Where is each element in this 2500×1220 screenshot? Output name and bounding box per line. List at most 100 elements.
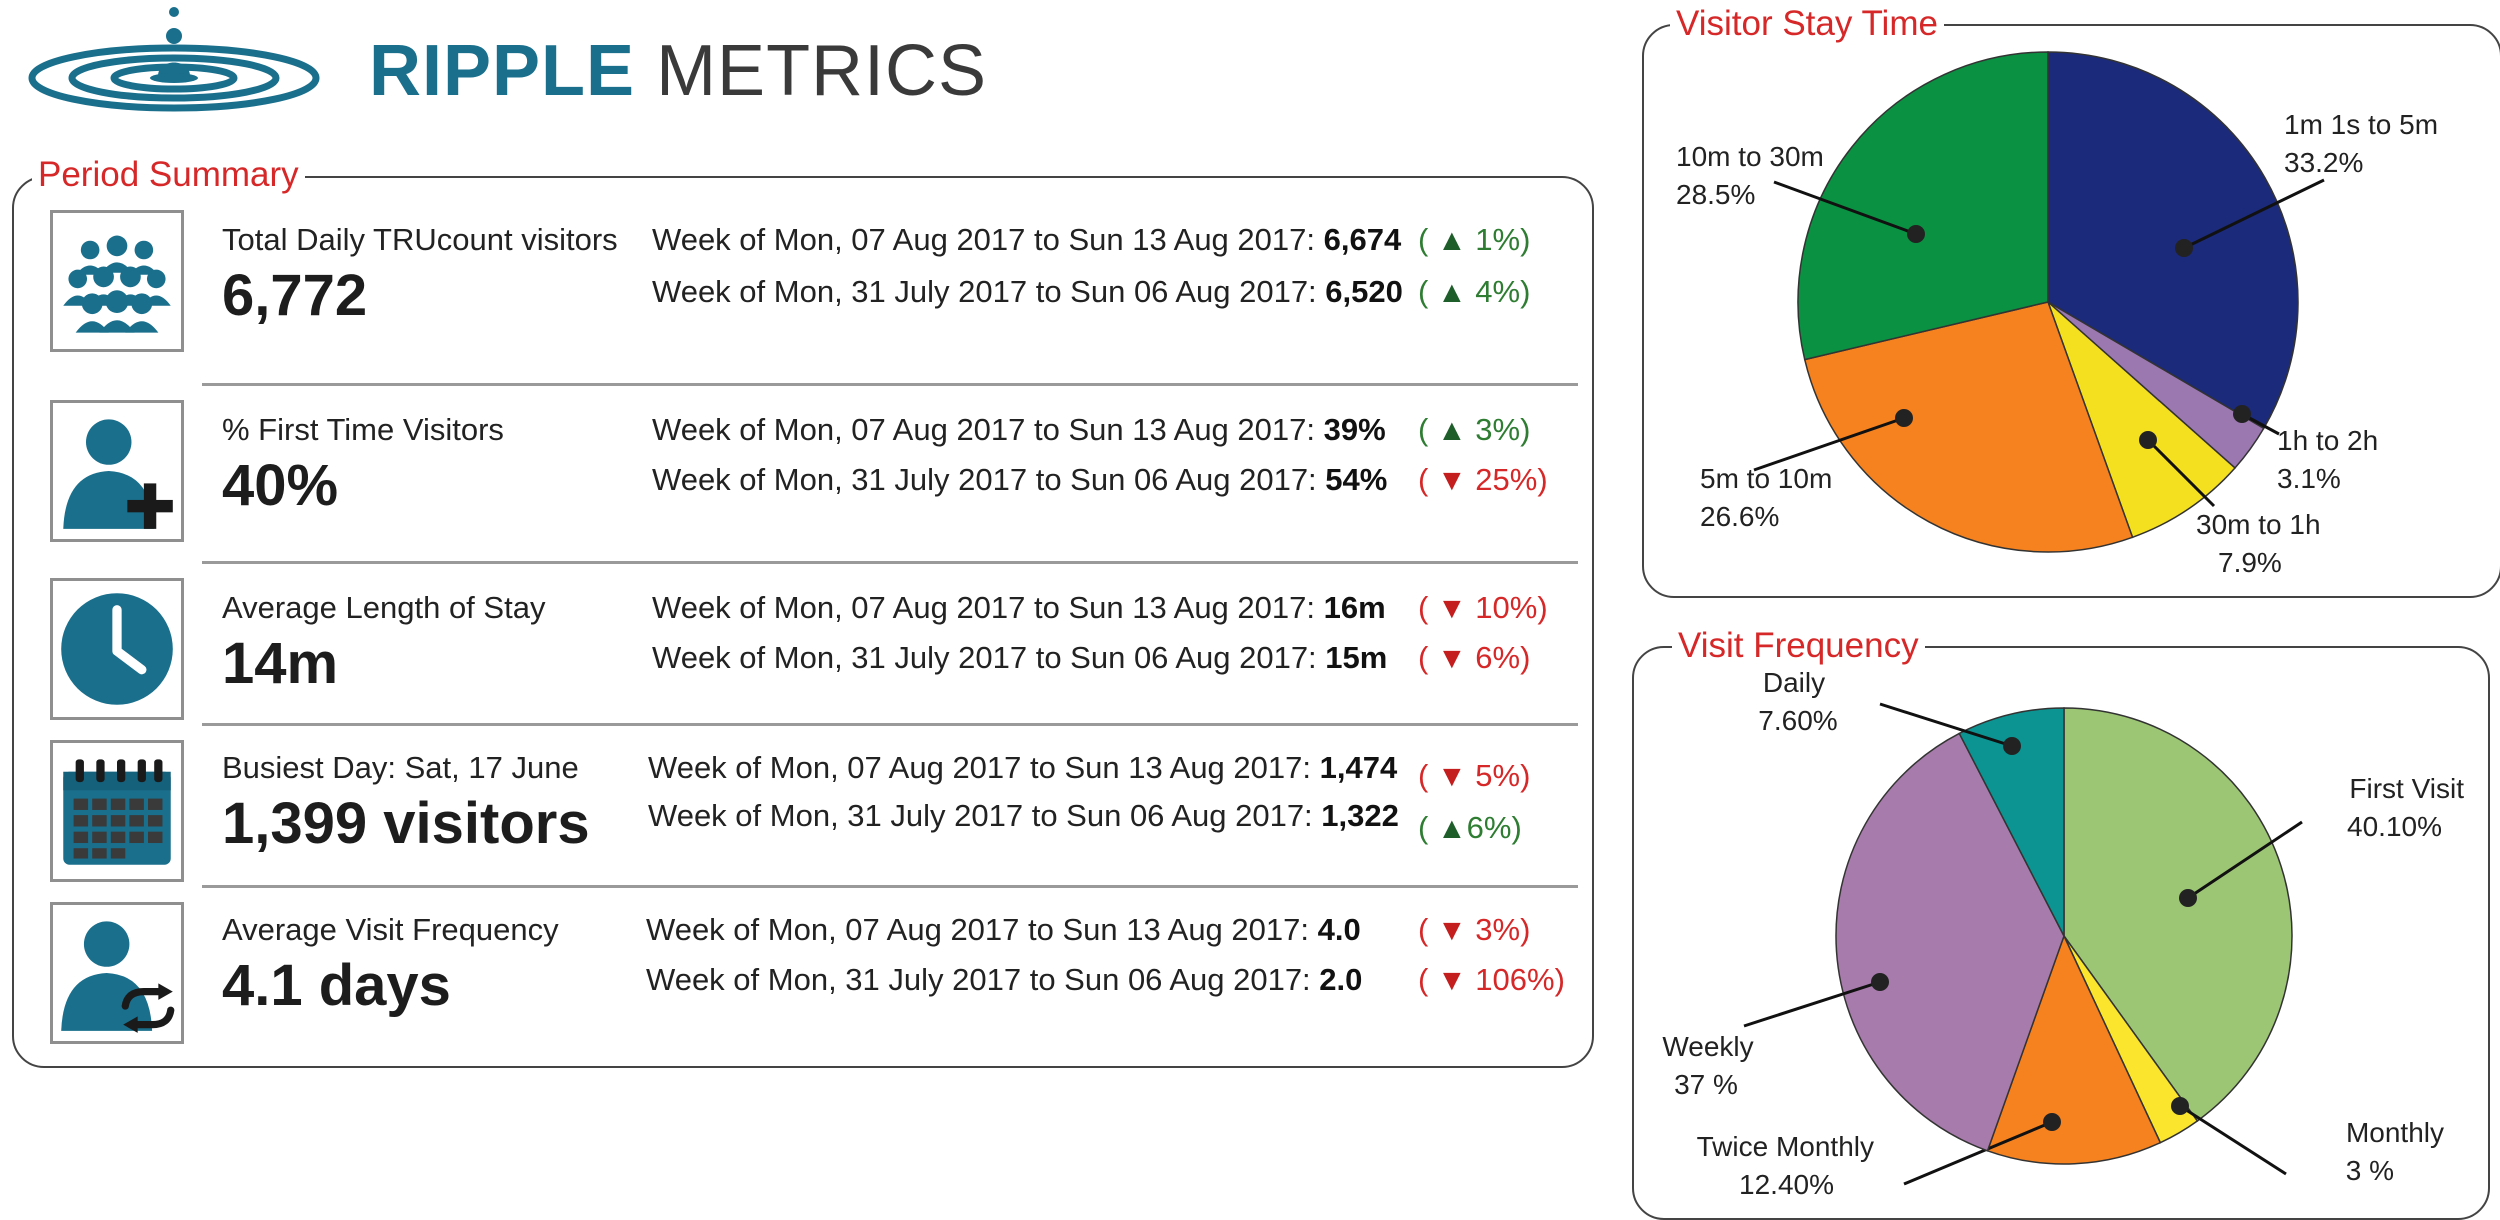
week-value: 1,322	[1321, 798, 1399, 833]
arrow-down-icon: ▼	[1436, 760, 1467, 793]
clock-icon	[50, 578, 184, 720]
visitor-stay-time-pie: 1m 1s to 5m 33.2% 1h to 2h 3.1% 30m to 1h 7.9…	[1676, 51, 2438, 578]
metric-value: 4.1 days	[222, 953, 451, 1018]
metric-row-busiest-day: Busiest Day: Sat, 17 June 1,399 visitors…	[14, 740, 1592, 900]
change-badge: ( ▼ 6%)	[1418, 640, 1531, 675]
week-value: 4.0	[1317, 912, 1361, 947]
leader-line	[1753, 416, 1905, 472]
pie-slice-first-visit	[2063, 707, 2293, 1123]
slice-value-label: 37 %	[1674, 1069, 1738, 1100]
slice-value-label: 26.6%	[1700, 501, 1779, 532]
ripple-logo-icon	[28, 7, 320, 112]
slice-label: First Visit	[2349, 773, 2464, 804]
brand-word-ripple: RIPPLE	[369, 31, 636, 111]
row-divider	[202, 885, 1578, 888]
slice-label: Daily	[1763, 667, 1825, 698]
slice-label: Monthly	[2346, 1117, 2444, 1148]
brand-word-metrics: METRICS	[656, 31, 988, 111]
week-previous: Week of Mon, 31 July 2017 to Sun 06 Aug …	[652, 274, 1403, 309]
user-repeat-icon	[50, 902, 184, 1044]
leader-line	[1773, 180, 1917, 236]
change-badge: ( ▲ 4%)	[1418, 274, 1531, 309]
slice-value-label: 12.40%	[1739, 1169, 1834, 1200]
change-badge: ( ▲ 1%)	[1418, 222, 1531, 257]
slice-value-label: 33.2%	[2284, 147, 2363, 178]
user-add-icon	[50, 400, 184, 542]
week-current: Week of Mon, 07 Aug 2017 to Sun 13 Aug 2…	[646, 912, 1361, 947]
row-divider	[202, 383, 1578, 386]
week-current: Week of Mon, 07 Aug 2017 to Sun 13 Aug 2…	[652, 412, 1386, 447]
slice-value-label: 28.5%	[1676, 179, 1755, 210]
change-badge: ( ▼ 10%)	[1418, 590, 1548, 625]
period-summary-panel: Period Summary Total Daily TRUcount visi…	[12, 155, 1594, 1068]
slice-label: 1h to 2h	[2277, 425, 2378, 456]
week-current: Week of Mon, 07 Aug 2017 to Sun 13 Aug 2…	[652, 222, 1402, 257]
change-badge: ( ▼ 25%)	[1418, 462, 1548, 497]
pie-slice-10m-to-30m	[1797, 51, 2049, 361]
leader-dot	[1907, 225, 1925, 243]
visitor-stay-time-panel: Visitor Stay Time 1m 1s to 5m 33.2% 1h to …	[1642, 4, 2500, 598]
week-value: 1,474	[1319, 750, 1398, 785]
calendar-icon	[50, 740, 184, 882]
metric-row-length-of-stay: Average Length of Stay 14m Week of Mon, …	[14, 578, 1592, 738]
pie-slice-weekly	[1835, 732, 2065, 1152]
leader-dot	[2233, 405, 2251, 423]
leader-dot	[2043, 1113, 2061, 1131]
metric-label: Busiest Day: Sat, 17 June	[222, 750, 579, 785]
leader-line	[1879, 702, 2013, 748]
leader-line	[1743, 980, 1881, 1028]
slice-label: 10m to 30m	[1676, 141, 1824, 172]
change-badge: ( ▲ 3%)	[1418, 412, 1531, 447]
change-badge: ( ▼ 3%)	[1418, 912, 1531, 947]
period-summary-title: Period Summary	[32, 155, 305, 195]
week-current: Week of Mon, 07 Aug 2017 to Sun 13 Aug 2…	[648, 750, 1398, 785]
users-group-icon	[50, 210, 184, 352]
slice-label: 5m to 10m	[1700, 463, 1832, 494]
metric-value: 14m	[222, 631, 339, 696]
slice-value-label: 40.10%	[2347, 811, 2442, 842]
week-previous: Week of Mon, 31 July 2017 to Sun 06 Aug …	[652, 640, 1388, 675]
leader-line	[2179, 1104, 2287, 1176]
metric-value: 40%	[222, 453, 339, 518]
leader-dot	[2171, 1097, 2189, 1115]
metric-row-visit-frequency: Average Visit Frequency 4.1 days Week of…	[14, 902, 1592, 1062]
metric-row-first-time-visitors: % First Time Visitors 40% Week of Mon, 0…	[14, 400, 1592, 560]
week-value: 54%	[1325, 462, 1388, 497]
slice-value-label: 3 %	[2346, 1155, 2394, 1186]
week-value: 6,674	[1323, 222, 1402, 257]
brand-name: RIPPLE METRICS	[369, 26, 987, 116]
week-value: 39%	[1323, 412, 1386, 447]
pie-slice-1m-1s-to-5m	[2047, 51, 2299, 430]
week-value: 6,520	[1325, 274, 1403, 309]
slice-value-label: 7.60%	[1758, 705, 1837, 736]
week-value: 16m	[1323, 590, 1386, 625]
arrow-down-icon: ▼	[1436, 642, 1467, 675]
leader-dot	[2175, 239, 2193, 257]
week-previous: Week of Mon, 31 July 2017 to Sun 06 Aug …	[652, 462, 1388, 497]
change-badge: ( ▼ 106%)	[1418, 962, 1565, 997]
row-divider	[202, 561, 1578, 564]
slice-label: Twice Monthly	[1697, 1131, 1874, 1162]
leader-line	[2187, 820, 2303, 900]
chart-title: Visitor Stay Time	[1670, 4, 1944, 44]
visit-frequency-panel: Visit Frequency First Visit 40.10% Monthly…	[1632, 626, 2490, 1220]
row-divider	[202, 723, 1578, 726]
metric-label: Average Length of Stay	[222, 590, 546, 625]
leader-dot	[1871, 973, 1889, 991]
arrow-up-icon: ▲	[1436, 812, 1467, 845]
change-badge: ( ▲6%)	[1418, 810, 1522, 845]
metric-value: 6,772	[222, 263, 368, 328]
slice-value-label: 7.9%	[2218, 547, 2282, 578]
metric-label: % First Time Visitors	[222, 412, 504, 447]
leader-line	[2183, 178, 2325, 250]
slice-value-label: 3.1%	[2277, 463, 2341, 494]
leader-dot	[2003, 737, 2021, 755]
week-value: 15m	[1325, 640, 1388, 675]
week-value: 2.0	[1319, 962, 1363, 997]
arrow-down-icon: ▼	[1436, 464, 1467, 497]
leader-dot	[2139, 431, 2157, 449]
metric-row-total-visitors: Total Daily TRUcount visitors 6,772 Week…	[14, 210, 1592, 370]
pie-slice-daily	[1958, 707, 2065, 937]
arrow-up-icon: ▲	[1436, 224, 1467, 257]
metric-label: Average Visit Frequency	[222, 912, 559, 947]
